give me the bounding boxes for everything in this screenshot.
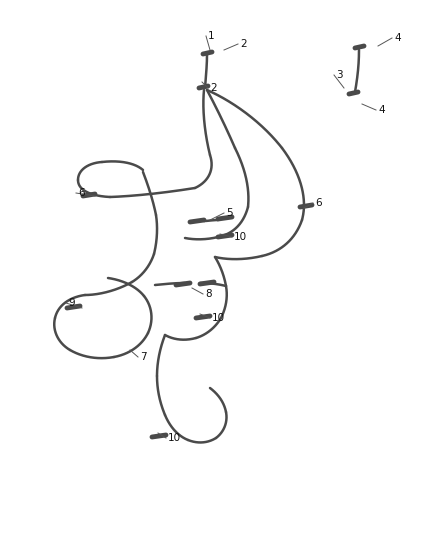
Text: 3: 3 <box>336 70 343 80</box>
Text: 1: 1 <box>208 31 215 41</box>
Text: 10: 10 <box>212 313 225 323</box>
Text: 5: 5 <box>226 208 233 218</box>
Text: 6: 6 <box>78 188 85 198</box>
Text: 9: 9 <box>68 298 74 308</box>
Text: 2: 2 <box>240 39 247 49</box>
Text: 10: 10 <box>234 232 247 242</box>
Text: 4: 4 <box>378 105 385 115</box>
Text: 8: 8 <box>205 289 212 299</box>
Text: 4: 4 <box>394 33 401 43</box>
Text: 2: 2 <box>210 83 217 93</box>
Text: 10: 10 <box>168 433 181 443</box>
Text: 6: 6 <box>315 198 321 208</box>
Text: 7: 7 <box>140 352 147 362</box>
